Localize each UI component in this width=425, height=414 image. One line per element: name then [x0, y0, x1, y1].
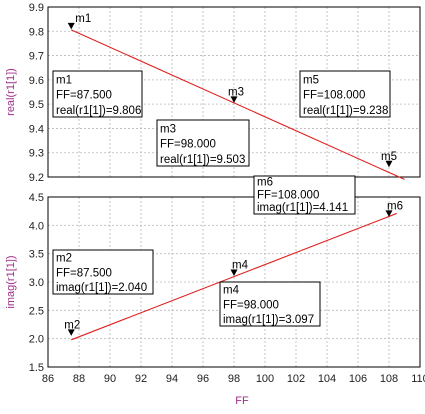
x-tick-label: 88 [73, 373, 85, 385]
plot-frame [47, 6, 421, 178]
y-tick-label: 3.5 [29, 249, 44, 261]
marker-readout-box: m3 FF=98.000 real(r1[1])=9.503 [156, 119, 250, 167]
readout-line: m3 [160, 123, 176, 135]
readout-line: FF=108.000 [257, 189, 319, 201]
x-tick-label: 100 [256, 373, 274, 385]
x-tick-label: 90 [104, 373, 116, 385]
y-axis-title: imag(r1[1]) [5, 255, 17, 308]
marker-readout-box: m1 FF=87.500 real(r1[1])=9.806 [52, 70, 143, 118]
y-tick-label: 9.6 [29, 75, 44, 87]
readout-line: m2 [56, 253, 72, 265]
readout-line: FF=98.000 [160, 139, 216, 151]
x-tick-label: 86 [42, 373, 54, 385]
plot-frame [47, 196, 421, 368]
y-tick-label: 2.5 [29, 305, 44, 317]
readout-line: FF=87.500 [56, 90, 112, 102]
marker-readout-box: m2 FF=87.500 imag(r1[1])=2.040 [52, 249, 154, 295]
readout-line: m5 [303, 74, 319, 86]
readout-line: m1 [56, 74, 72, 86]
marker-m6 [385, 210, 393, 217]
marker-label: m3 [228, 86, 244, 98]
marker-m1 [67, 22, 75, 30]
x-axis-title: FF [235, 395, 249, 407]
readout-line: real(r1[1])=9.806 [56, 105, 141, 117]
y-tick-label: 4.0 [29, 220, 44, 232]
readout-line: FF=108.000 [303, 90, 365, 102]
readout-frame [156, 119, 250, 167]
readout-line: imag(r1[1])=4.141 [257, 202, 348, 214]
x-tick-label: 102 [287, 373, 305, 385]
y-tick-label: 2.0 [29, 334, 44, 346]
marker-readout-box: m4 FF=98.000 imag(r1[1])=3.097 [219, 281, 321, 327]
marker-label: m1 [75, 13, 91, 25]
marker-label: m4 [232, 260, 249, 272]
readout-line: FF=98.000 [223, 299, 279, 311]
x-tick-label: 96 [197, 373, 209, 385]
x-tick-label: 110 [411, 373, 425, 385]
series-line [71, 29, 405, 180]
marker-readout-box: m5 FF=108.000 real(r1[1])=9.238 [299, 70, 391, 118]
readout-frame [253, 175, 356, 215]
marker-m5 [385, 160, 393, 168]
readout-line: real(r1[1])=9.238 [303, 105, 388, 117]
x-tick-label: 104 [318, 373, 336, 385]
x-tick-label: 98 [228, 373, 240, 385]
x-tick-label: 106 [349, 373, 367, 385]
y-tick-label: 9.9 [29, 2, 44, 14]
y-tick-label: 9.3 [29, 148, 44, 160]
y-tick-label: 3.0 [29, 277, 44, 289]
readout-line: FF=87.500 [56, 267, 112, 279]
y-axis-title: real(r1[1]) [5, 68, 17, 116]
marker-m4 [230, 269, 238, 277]
readout-line: m4 [223, 285, 240, 297]
y-tick-label: 4.5 [29, 192, 44, 204]
readout-line: imag(r1[1])=2.040 [56, 282, 147, 294]
marker-label: m6 [387, 200, 403, 212]
marker-m2 [67, 329, 75, 336]
y-tick-label: 9.8 [29, 26, 44, 38]
y-tick-label: 1.5 [29, 362, 44, 374]
real-part-plot: 9.29.39.49.59.69.79.89.9real(r1[1])m1m3m… [5, 2, 421, 184]
readout-line: real(r1[1])=9.503 [160, 154, 245, 166]
marker-m3 [230, 96, 238, 103]
y-tick-label: 9.5 [29, 99, 44, 111]
x-tick-label: 92 [135, 373, 147, 385]
x-tick-label: 94 [166, 373, 178, 385]
readout-line: m6 [257, 177, 273, 189]
marker-label: m2 [64, 319, 80, 331]
readout-frame [52, 70, 143, 118]
readout-frame [52, 249, 154, 295]
y-tick-label: 9.7 [29, 51, 44, 63]
marker-label: m5 [381, 151, 397, 163]
readout-line: imag(r1[1])=3.097 [223, 314, 314, 326]
readout-frame [299, 70, 391, 118]
x-tick-label: 108 [380, 373, 398, 385]
y-tick-label: 9.4 [29, 123, 44, 135]
series-line [71, 212, 397, 341]
imag-part-plot: 1.5 2.0 2.5 3.0 3.5 4.0 4.5 86 88 90 92 94 96 98 100 10… [5, 175, 425, 385]
readout-frame [219, 281, 321, 327]
y-tick-label: 9.2 [29, 172, 44, 184]
